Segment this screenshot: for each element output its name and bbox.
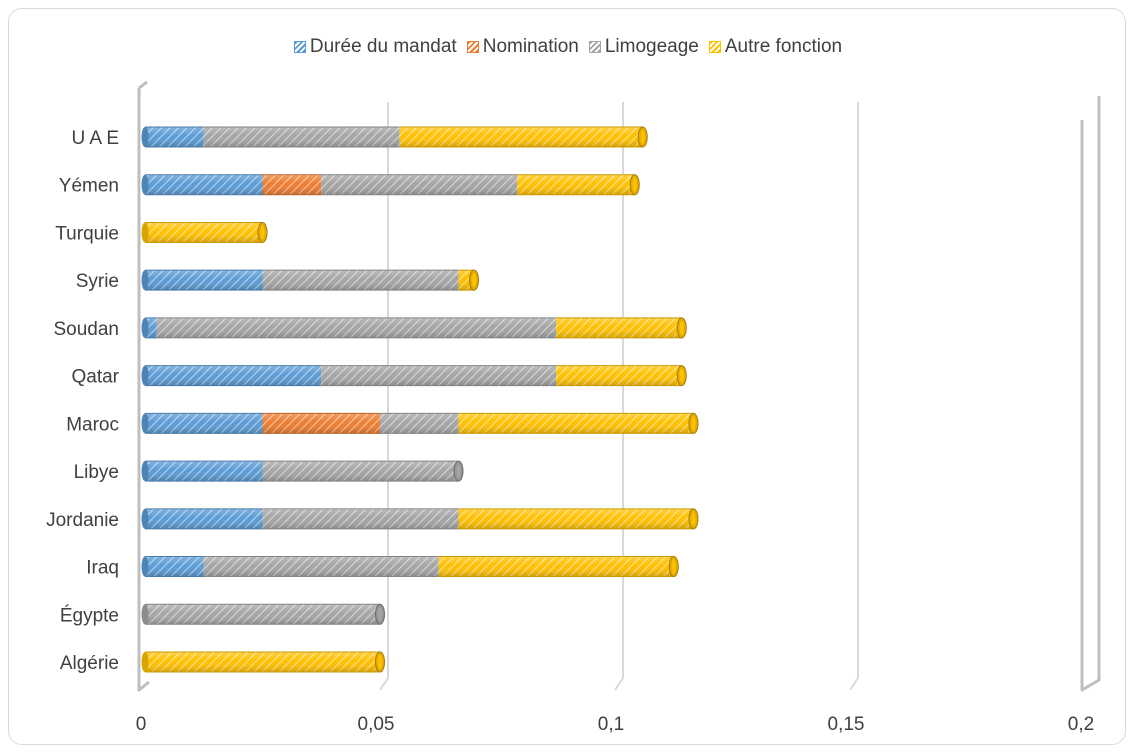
legend-swatch — [466, 41, 479, 53]
legend-item-autre-fonction: Autre fonction — [708, 36, 843, 58]
bar-u-a-e-autre-fonction — [399, 126, 643, 148]
bar-maroc-autre-fonction — [458, 412, 694, 434]
bar-iraq-duree-du-mandat — [145, 556, 204, 578]
x-tick-label: 0,15 — [828, 714, 865, 735]
bar-syrie-duree-du-mandat — [145, 269, 263, 291]
bar-cap-start — [141, 270, 149, 291]
bar-maroc-duree-du-mandat — [145, 412, 263, 434]
legend-label: Nomination — [482, 36, 579, 57]
bar-qatar-limogeage — [321, 365, 557, 387]
gridline — [379, 102, 389, 691]
bar-turquie-autre-fonction — [145, 221, 263, 243]
bar-cap-start — [141, 413, 149, 434]
bar-cap-start — [141, 461, 149, 482]
bar-maroc-limogeage — [380, 412, 459, 434]
bar-egypte-limogeage — [145, 603, 380, 625]
legend-item-nomination: Nomination — [466, 36, 579, 58]
bar-soudan-autre-fonction — [556, 317, 682, 339]
legend-item-duree-du-mandat: Durée du mandat — [293, 36, 457, 58]
x-tick-label: 0,2 — [1068, 714, 1094, 735]
bar-cap-start — [141, 604, 149, 625]
legend-swatch — [708, 41, 721, 53]
bar-cap-start — [141, 365, 149, 386]
legend-label: Durée du mandat — [309, 36, 457, 57]
bar-maroc-nomination — [262, 412, 380, 434]
bar-iraq-autre-fonction — [438, 556, 674, 578]
category-label-soudan: Soudan — [53, 319, 119, 340]
gridline — [849, 102, 859, 691]
bar-iraq-limogeage — [203, 556, 439, 578]
category-label-qatar: Qatar — [71, 367, 119, 388]
bar-jordanie-autre-fonction — [458, 508, 694, 530]
bar-libye-limogeage — [262, 460, 459, 482]
bar-jordanie-limogeage — [262, 508, 459, 530]
bar-cap-start — [141, 222, 149, 243]
bar-yemen-autre-fonction — [517, 174, 635, 196]
legend-swatch — [588, 41, 601, 53]
bar-algerie-autre-fonction — [145, 651, 380, 673]
bar-cap-start — [141, 508, 149, 529]
category-label-syrie: Syrie — [76, 271, 119, 292]
bar-libye-duree-du-mandat — [145, 460, 263, 482]
legend-item-limogeage: Limogeage — [588, 36, 699, 58]
bar-jordanie-duree-du-mandat — [145, 508, 263, 530]
bar-cap-start — [141, 556, 149, 577]
legend-swatch — [293, 41, 306, 53]
bar-cap-start — [141, 652, 149, 672]
x-tick-label: 0,05 — [358, 714, 395, 735]
bar-cap-start — [141, 174, 149, 195]
legend: Durée du mandat Nomination Limogeage Autre … — [0, 36, 1136, 58]
bar-u-a-e-duree-du-mandat — [145, 126, 204, 148]
bar-syrie-limogeage — [262, 269, 459, 291]
category-label-yemen: Yémen — [59, 176, 119, 197]
category-label-iraq: Iraq — [86, 558, 119, 579]
legend-label: Limogeage — [604, 36, 699, 57]
bar-qatar-autre-fonction — [556, 365, 682, 387]
x-tick-label: 0,1 — [598, 714, 624, 735]
gridline — [614, 102, 624, 691]
category-label-libye: Libye — [74, 462, 119, 483]
category-label-jordanie: Jordanie — [46, 510, 119, 531]
category-label-algerie: Algérie — [60, 653, 119, 674]
bar-u-a-e-limogeage — [203, 126, 400, 148]
category-label-u-a-e: U A E — [71, 128, 119, 149]
bar-yemen-nomination — [262, 174, 322, 196]
right-wall — [1080, 96, 1101, 692]
left-wall — [137, 80, 150, 692]
category-label-turquie: Turquie — [55, 223, 119, 244]
x-tick-label: 0 — [136, 714, 147, 735]
bar-yemen-duree-du-mandat — [145, 174, 263, 196]
legend-label: Autre fonction — [724, 36, 843, 57]
bar-soudan-duree-du-mandat — [145, 317, 157, 339]
bar-cap-start — [141, 317, 149, 338]
bar-soudan-limogeage — [156, 317, 557, 339]
category-label-maroc: Maroc — [66, 414, 119, 435]
category-label-egypte: Égypte — [60, 605, 119, 626]
bar-yemen-limogeage — [321, 174, 518, 196]
bar-qatar-duree-du-mandat — [145, 365, 322, 387]
bar-cap-start — [141, 127, 149, 147]
